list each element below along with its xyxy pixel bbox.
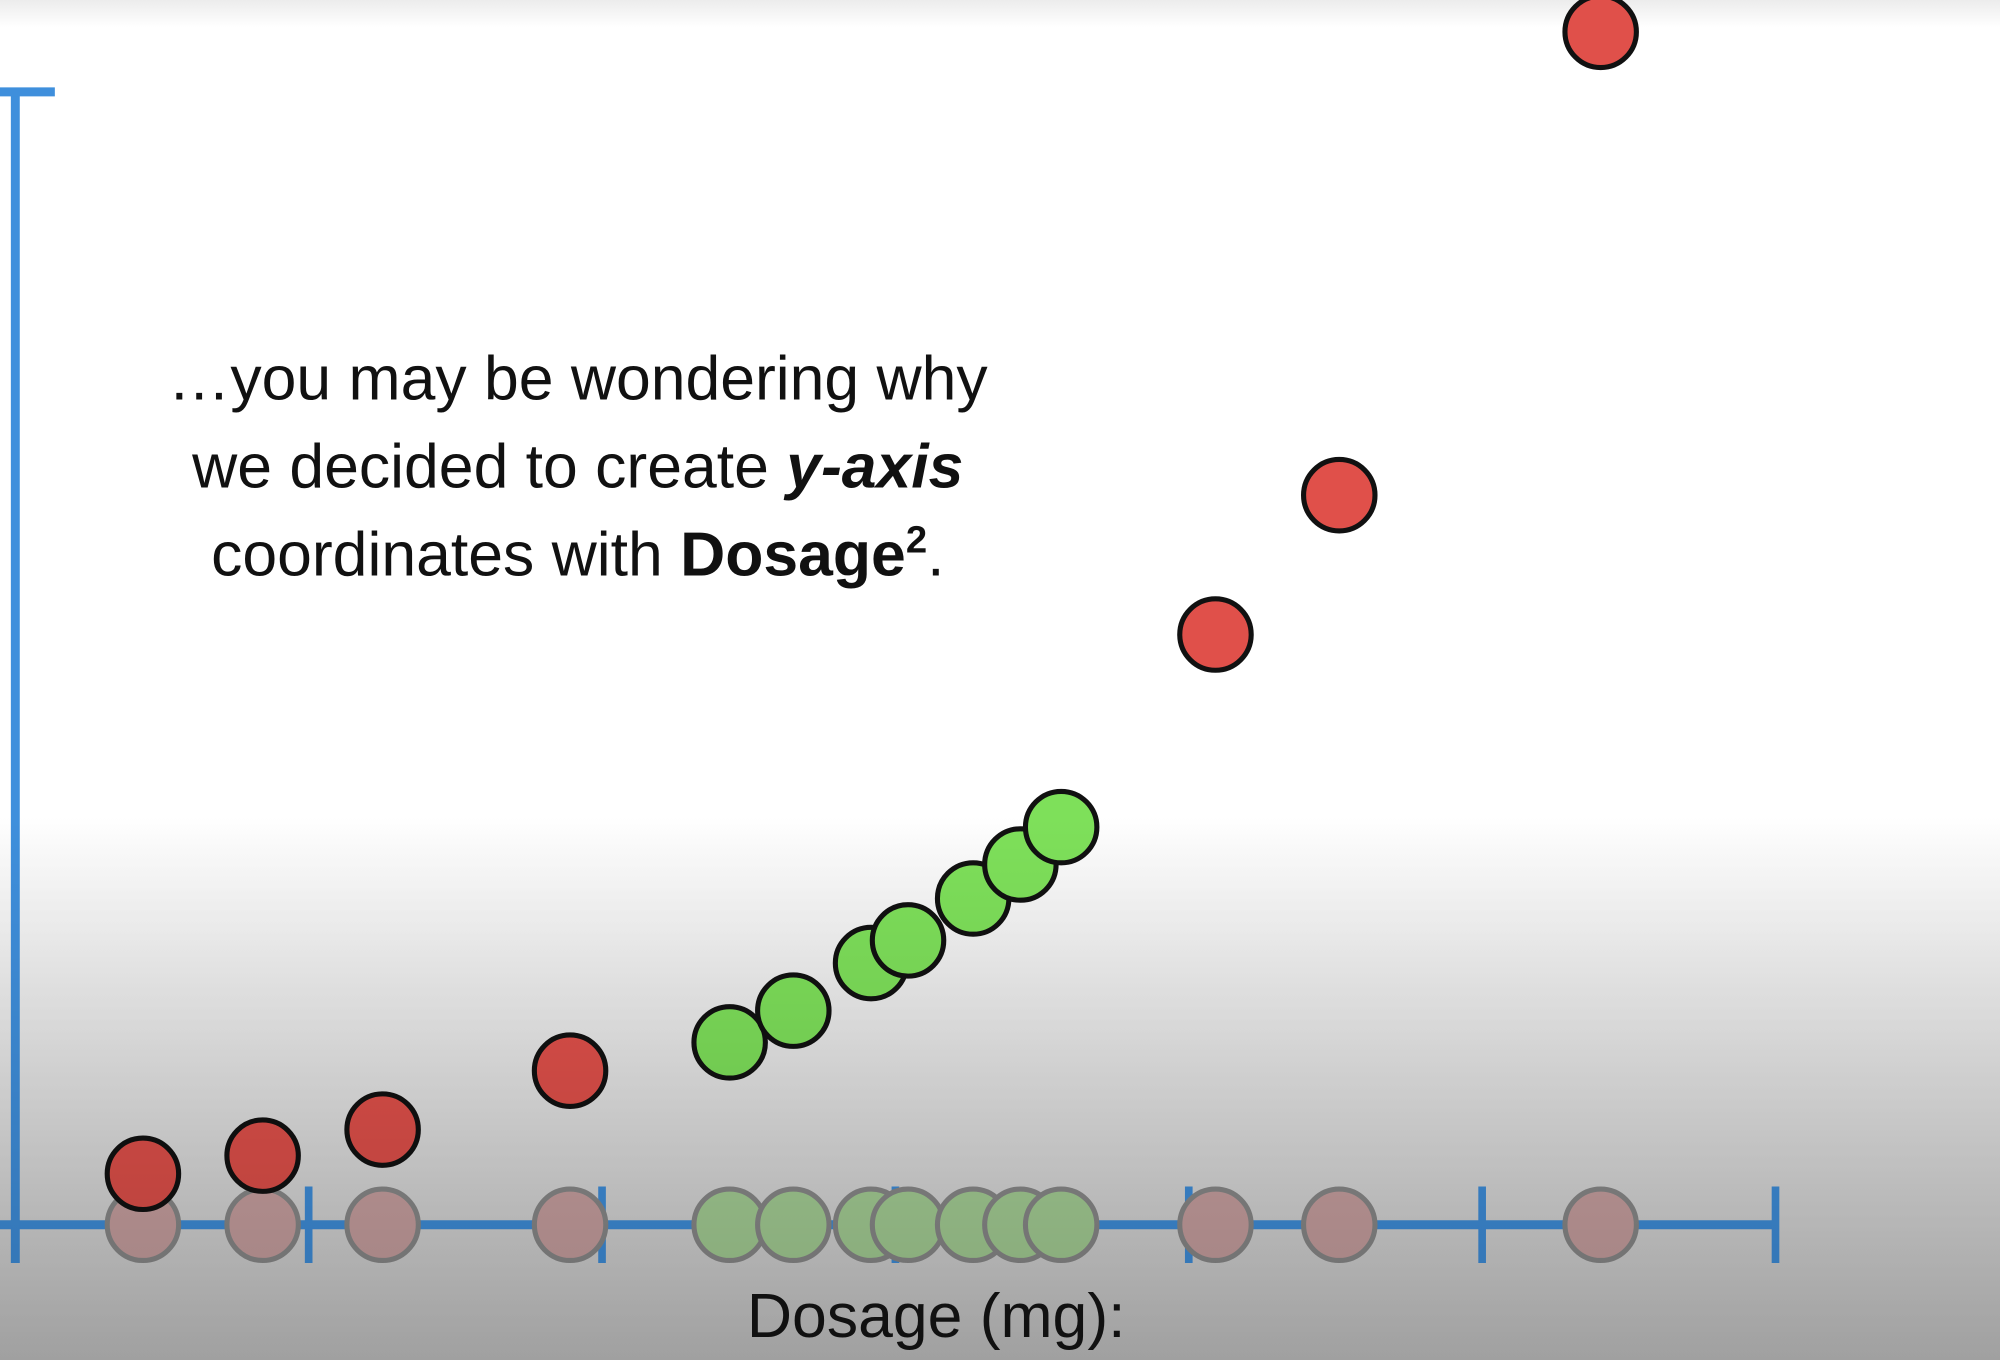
axis-point [344,1186,421,1264]
annotation-text: we decided to create [191,431,786,501]
point [1301,456,1378,534]
annotation-line: coordinates with Dosage2. [211,518,944,589]
point [1177,596,1254,673]
axis-point [1177,1186,1254,1264]
axis-point [691,1186,768,1264]
annotation-text: coordinates with [211,519,680,589]
point [869,902,947,979]
annotation-emphasis: y-axis [783,431,963,501]
annotation-text: …you may be wondering why [168,343,989,413]
axis-point [1562,1186,1639,1264]
point [344,1091,421,1168]
x-axis-label: Dosage (mg): [747,1281,1126,1351]
point [1562,0,1639,71]
annotation-text: . [927,519,944,589]
axis-point [224,1186,301,1264]
annotation-emphasis: Dosage [680,519,906,589]
annotation-line: we decided to create y-axis [191,431,963,501]
annotation-superscript: 2 [906,518,927,561]
point [224,1117,301,1194]
axis-point [869,1186,947,1264]
point [104,1135,182,1213]
point [691,1004,768,1081]
point [755,972,832,1049]
point [531,1032,609,1109]
axis-point [1301,1186,1378,1264]
point [1022,788,1100,866]
axis-point [755,1186,832,1264]
annotation-line: …you may be wondering why [168,343,989,413]
axis-point [531,1186,609,1264]
axis-point [1022,1186,1100,1264]
